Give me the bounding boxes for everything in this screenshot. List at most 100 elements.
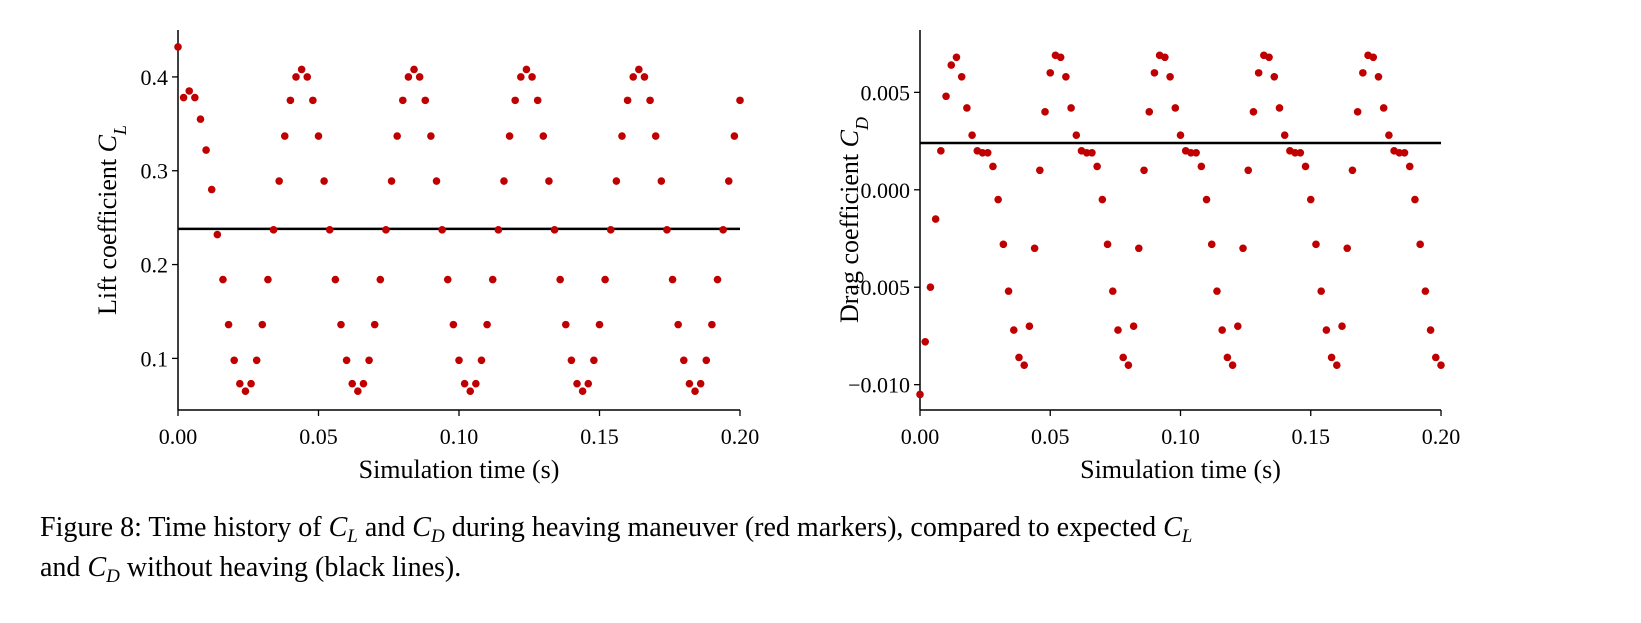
- data-point: [539, 132, 548, 140]
- data-point: [314, 132, 323, 140]
- data-point: [359, 379, 368, 388]
- data-point: [421, 96, 430, 105]
- data-point: [1082, 148, 1091, 157]
- data-point: [1161, 53, 1169, 62]
- data-point: [325, 226, 334, 234]
- data-point: [612, 177, 621, 185]
- data-point: [1327, 353, 1336, 362]
- data-point: [292, 73, 300, 81]
- data-point: [354, 387, 362, 396]
- data-point: [921, 337, 930, 346]
- data-point: [696, 379, 705, 388]
- data-point: [455, 356, 463, 365]
- data-point: [213, 230, 222, 239]
- data-point: [601, 275, 609, 284]
- data-point: [483, 320, 491, 329]
- data-point: [1280, 131, 1289, 140]
- data-point: [994, 195, 1002, 204]
- data-point: [1009, 326, 1018, 334]
- data-point: [1359, 69, 1367, 77]
- data-point: [522, 65, 531, 74]
- data-point: [393, 132, 401, 140]
- data-point: [968, 131, 976, 140]
- data-point: [989, 162, 997, 171]
- y-tick-label: 0.2: [141, 253, 169, 278]
- data-point: [1072, 131, 1081, 140]
- data-point: [1270, 72, 1279, 81]
- data-point: [1265, 53, 1273, 62]
- data-point: [309, 96, 317, 105]
- data-point: [269, 226, 278, 234]
- y-axis-label: Lift coefficient CL: [93, 125, 130, 315]
- data-point: [983, 148, 992, 157]
- caption: Figure 8: Time history of CL and CD duri…: [40, 508, 1610, 588]
- data-point: [1218, 326, 1226, 334]
- data-point: [584, 379, 593, 388]
- data-point: [1192, 148, 1200, 157]
- y-axis-label-symbol: C: [93, 134, 122, 152]
- data-point: [303, 73, 312, 81]
- data-point: [1431, 353, 1440, 362]
- data-point: [931, 215, 940, 223]
- data-point: [937, 147, 945, 155]
- data-point: [1296, 148, 1305, 157]
- data-point: [1171, 104, 1180, 112]
- data-point: [1254, 69, 1263, 77]
- data-point: [1338, 322, 1346, 331]
- data-point: [280, 132, 289, 140]
- data-point: [1150, 69, 1159, 77]
- data-point: [348, 379, 357, 388]
- data-point: [275, 177, 283, 185]
- data-point: [702, 356, 711, 365]
- data-point: [1103, 240, 1112, 249]
- data-point: [196, 115, 205, 123]
- data-point: [1306, 195, 1315, 204]
- data-point: [623, 96, 632, 105]
- x-axis-label: Simulation time (s): [1080, 455, 1281, 484]
- data-point: [297, 65, 306, 74]
- data-point: [365, 356, 373, 365]
- data-point: [663, 226, 671, 234]
- y-tick-label: 0.4: [141, 65, 169, 90]
- x-tick-label: 0.05: [1031, 424, 1070, 449]
- caption-symbol: C: [1163, 512, 1182, 543]
- data-point: [1088, 148, 1096, 157]
- data-point: [1030, 244, 1039, 253]
- data-point: [545, 177, 553, 185]
- data-point: [713, 275, 722, 284]
- data-point: [1046, 69, 1055, 77]
- data-point: [449, 320, 458, 329]
- data-point: [460, 379, 469, 388]
- data-point: [404, 73, 413, 81]
- data-point: [494, 226, 503, 234]
- data-point: [1223, 353, 1232, 362]
- x-axis-label: Simulation time (s): [359, 455, 560, 484]
- data-point: [202, 146, 210, 154]
- data-point: [550, 226, 559, 234]
- data-point: [477, 356, 486, 365]
- data-point: [942, 92, 950, 101]
- data-point: [1353, 108, 1362, 116]
- caption-symbol: C: [412, 512, 431, 543]
- data-point: [185, 87, 194, 95]
- data-point: [1317, 287, 1325, 295]
- data-point: [528, 73, 536, 81]
- data-point: [657, 177, 666, 185]
- caption-symbol: C: [87, 552, 107, 583]
- data-point: [1041, 108, 1049, 116]
- caption-subscript: L: [1181, 526, 1193, 547]
- data-point: [1166, 72, 1174, 81]
- data-point: [1140, 166, 1148, 175]
- data-point: [578, 387, 587, 396]
- data-point: [427, 132, 435, 140]
- data-point: [1124, 361, 1133, 369]
- data-point: [376, 275, 385, 284]
- data-point: [1114, 326, 1122, 334]
- data-point: [438, 226, 446, 234]
- data-point: [1108, 287, 1117, 295]
- data-point: [432, 177, 441, 185]
- data-point: [635, 65, 643, 74]
- data-point: [179, 93, 188, 102]
- data-point: [1056, 53, 1065, 62]
- data-point: [1385, 131, 1393, 140]
